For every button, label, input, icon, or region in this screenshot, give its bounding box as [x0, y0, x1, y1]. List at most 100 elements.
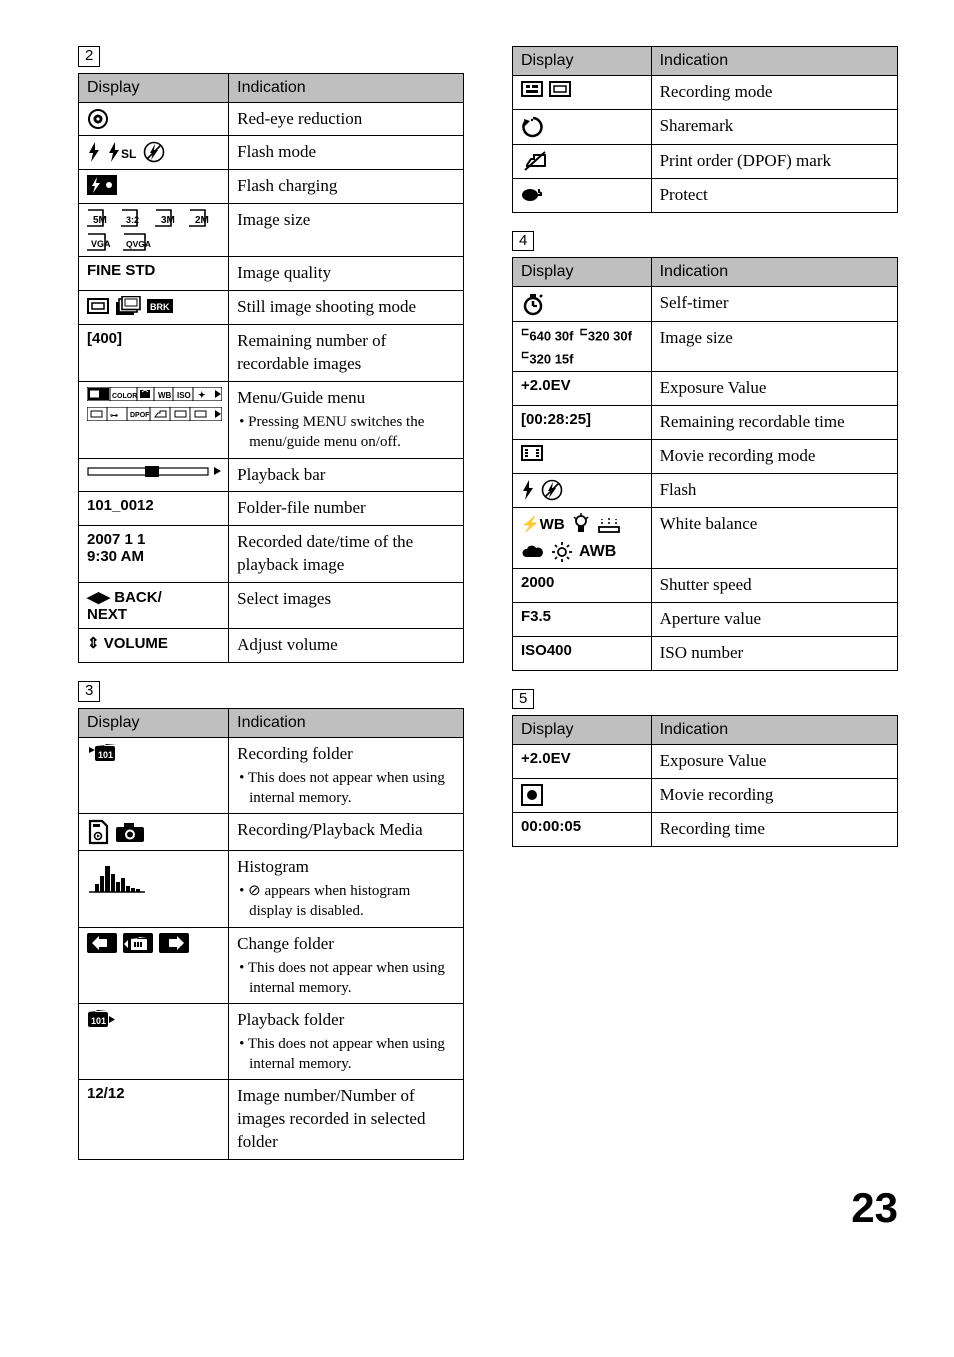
table-row: FINE STDImage quality — [79, 257, 464, 291]
indication-text: Image size — [660, 328, 733, 347]
histogram-icon — [87, 856, 147, 894]
indication-text: Self-timer — [660, 293, 729, 312]
indication-text: Remaining number of recordable images — [237, 331, 386, 373]
svg-text:⊶: ⊶ — [110, 411, 118, 420]
display-cell — [513, 178, 652, 212]
icon-row — [87, 175, 220, 195]
table-row: 5M3:23M2MVGAQVGA Image size — [79, 204, 464, 257]
rec-std-icon — [521, 81, 543, 97]
table-row: ◀▶ BACK/ NEXTSelect images — [79, 583, 464, 629]
indication-text: Histogram — [237, 857, 309, 876]
table-row: +2.0EVExposure Value — [513, 371, 898, 405]
page-number: 23 — [78, 1184, 898, 1232]
indication-text: Shutter speed — [660, 575, 752, 594]
icon-row — [521, 150, 643, 172]
table-row: Recording/Playback Media — [79, 814, 464, 851]
section-4-body: Self-timer⊏640 30f⊏320 30f⊏320 15fImage … — [513, 287, 898, 670]
icon-row: ⚡WBAWB — [521, 513, 643, 563]
display-cell — [79, 814, 229, 851]
sz-2m-icon: 2M — [189, 209, 217, 227]
indication-text: Recording time — [660, 819, 765, 838]
wb-fluor-icon — [597, 515, 621, 533]
indication-text: Folder-file number — [237, 498, 366, 517]
table-row: COLORWBISO✦⊶DPOFMenu/Guide menu• Pressin… — [79, 382, 464, 458]
chg-folder-next-icon — [159, 933, 189, 953]
two-column-layout: 2 Display Indication Red-eye reductionSL… — [78, 28, 898, 1160]
table-row: Histogram • ⊘ appears when histogram disp… — [79, 851, 464, 927]
table-row: [400]Remaining number of recordable imag… — [79, 325, 464, 382]
svg-text:101: 101 — [91, 1016, 106, 1026]
table-row: 101 Recording folder• This does not appea… — [79, 737, 464, 813]
section-3-label: 3 — [78, 681, 100, 702]
indication-cell: Exposure Value — [651, 371, 897, 405]
display-cell: ⚡WBAWB — [513, 507, 652, 568]
section-5-table: Display Indication +2.0EVExposure ValueM… — [512, 715, 898, 847]
display-cell: 12/12 — [79, 1080, 229, 1160]
icon-row: COLORWBISO✦⊶DPOF — [87, 387, 220, 421]
display-cell: 101 — [79, 737, 229, 813]
indication-text: ISO number — [660, 643, 744, 662]
display-cell — [79, 851, 229, 927]
indication-cell: Red-eye reduction — [229, 102, 464, 136]
icon-row: BRK — [87, 296, 220, 316]
col-display: Display — [79, 708, 229, 737]
indication-cell: Image size — [229, 204, 464, 257]
table-row: Self-timer — [513, 287, 898, 322]
rec-folder-icon: 101 — [87, 743, 117, 763]
indication-cell: Playback folder• This does not appear wh… — [229, 1004, 464, 1080]
wb-flash-icon: ⚡WB — [521, 515, 565, 533]
indication-cell: Recording mode — [651, 76, 897, 110]
table-row: SL Flash mode — [79, 136, 464, 170]
table-row: 101 Playback folder• This does not appear… — [79, 1004, 464, 1080]
mv-320-30-icon: ⊏320 30f — [579, 327, 631, 343]
indication-cell: Recording time — [651, 812, 897, 846]
icon-row: 101 — [87, 743, 220, 763]
indication-text: Flash mode — [237, 142, 316, 161]
indication-note: • This does not appear when using intern… — [237, 958, 455, 999]
indication-note: • ⊘ appears when histogram display is di… — [237, 881, 455, 922]
right-column: Display Indication Recording modeSharema… — [512, 28, 898, 1160]
section-3-body: 101 Recording folder• This does not appea… — [79, 737, 464, 1160]
indication-cell: Adjust volume — [229, 629, 464, 663]
indication-cell: Shutter speed — [651, 568, 897, 602]
indication-text: Exposure Value — [660, 378, 767, 397]
svg-text:SL: SL — [121, 147, 136, 161]
indication-cell: Remaining recordable time — [651, 405, 897, 439]
display-cell: 101 — [79, 1004, 229, 1080]
display-cell: 2007 1 1 9:30 AM — [79, 526, 229, 583]
left-column: 2 Display Indication Red-eye reductionSL… — [78, 28, 464, 1160]
icon-row — [87, 464, 220, 478]
indication-text: Adjust volume — [237, 635, 338, 654]
display-cell: ISO400 — [513, 636, 652, 670]
indication-cell: Recording folder• This does not appear w… — [229, 737, 464, 813]
indication-text: Flash — [660, 480, 697, 499]
display-cell: BRK — [79, 291, 229, 325]
table-row: 2007 1 1 9:30 AMRecorded date/time of th… — [79, 526, 464, 583]
indication-cell: Flash charging — [229, 170, 464, 204]
table-row: 00:00:05Recording time — [513, 812, 898, 846]
col-indication: Indication — [651, 258, 897, 287]
table-row: Flash charging — [79, 170, 464, 204]
display-cell — [513, 76, 652, 110]
display-cell — [513, 778, 652, 812]
indication-cell: Aperture value — [651, 602, 897, 636]
display-cell: FINE STD — [79, 257, 229, 291]
display-cell: 5M3:23M2MVGAQVGA — [79, 204, 229, 257]
indication-text: Playback bar — [237, 465, 325, 484]
section-4-label: 4 — [512, 231, 534, 252]
sz-32-icon: 3:2 — [121, 209, 149, 227]
sz-qvga-icon: QVGA — [123, 233, 157, 251]
indication-text: Menu/Guide menu — [237, 388, 365, 407]
table-row: ⚡WBAWBWhite balance — [513, 507, 898, 568]
rec-mail-icon — [549, 81, 571, 97]
icon-row — [87, 933, 220, 953]
indication-text: Image size — [237, 210, 310, 229]
display-cell — [79, 102, 229, 136]
table-row: Sharemark — [513, 109, 898, 144]
indication-cell: Playback bar — [229, 458, 464, 492]
table-row: BRKStill image shooting mode — [79, 291, 464, 325]
icon-row — [87, 819, 220, 845]
indication-text: Sharemark — [660, 116, 734, 135]
indication-text: Red-eye reduction — [237, 109, 362, 128]
table-row: Protect — [513, 178, 898, 212]
